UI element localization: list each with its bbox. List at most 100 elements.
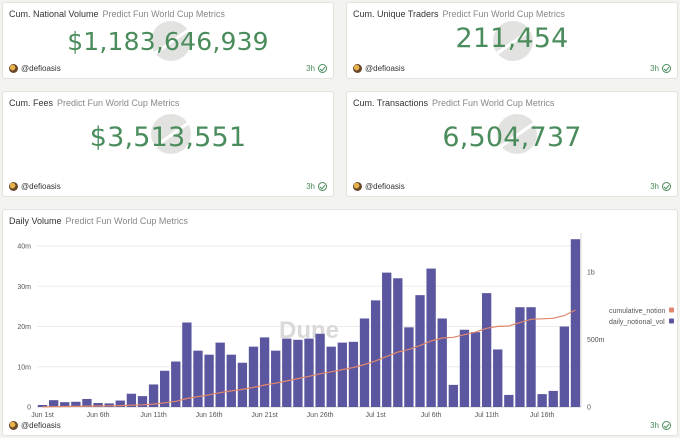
bar-daily-notional-vol xyxy=(137,396,148,407)
check-icon xyxy=(318,64,327,73)
avatar[interactable] xyxy=(353,182,362,191)
bar-daily-notional-vol xyxy=(182,322,192,407)
card-subtitle: Predict Fun World Cup Metrics xyxy=(432,98,555,108)
bar-daily-notional-vol xyxy=(393,278,403,407)
bar-daily-notional-vol xyxy=(37,404,48,407)
refresh-age: 3h xyxy=(306,64,315,73)
avatar[interactable] xyxy=(9,64,18,73)
legend-label: daily_notional_vol xyxy=(609,319,665,326)
line-cumulative-notion xyxy=(42,309,576,408)
bar-daily-notional-vol xyxy=(215,342,225,407)
bar-daily-notional-vol xyxy=(48,400,59,407)
bar-daily-notional-vol xyxy=(337,342,347,407)
card-title: Cum. Fees Predict Fun World Cup Metrics xyxy=(9,98,179,108)
bar-daily-notional-vol xyxy=(404,327,414,407)
x-tick-label: Jun 16th xyxy=(196,412,223,419)
card-title: Cum. National Volume Predict Fun World Cu… xyxy=(9,9,225,19)
bar-daily-notional-vol xyxy=(237,362,248,407)
y-tick-label-left: 20m xyxy=(17,324,31,331)
refresh-age: 3h xyxy=(650,421,659,430)
bar-daily-notional-vol xyxy=(415,295,425,407)
bar-daily-notional-vol xyxy=(204,354,214,407)
legend-swatch xyxy=(669,318,674,324)
bar-daily-notional-vol xyxy=(437,318,447,407)
y-tick-label-left: 40m xyxy=(17,244,31,251)
metric-value: $1,183,646,939 xyxy=(67,27,269,56)
bar-daily-notional-vol xyxy=(115,400,125,407)
card-transactions: Cum. Transactions Predict Fun World Cup M… xyxy=(346,91,678,197)
dune-watermark-icon xyxy=(151,21,191,61)
y-tick-label-right: 1b xyxy=(587,269,595,276)
card-title-main: Cum. National Volume xyxy=(9,9,99,19)
card-title-main: Cum. Transactions xyxy=(353,98,429,108)
author-handle[interactable]: @defioasis xyxy=(21,182,61,191)
bar-daily-notional-vol xyxy=(259,337,270,407)
dune-watermark-icon xyxy=(151,114,191,154)
check-icon xyxy=(662,182,671,191)
x-tick-label: Jul 16th xyxy=(530,412,555,419)
x-tick-label: Jun 6th xyxy=(87,412,110,419)
x-tick-label: Jun 1st xyxy=(31,412,54,419)
avatar[interactable] xyxy=(9,421,18,430)
bar-daily-notional-vol xyxy=(326,346,336,407)
card-fees: Cum. Fees Predict Fun World Cup Metrics $… xyxy=(2,91,334,197)
refresh-age: 3h xyxy=(650,64,659,73)
bar-daily-notional-vol xyxy=(126,393,137,407)
author-handle[interactable]: @defioasis xyxy=(365,182,405,191)
bar-daily-notional-vol xyxy=(271,350,281,407)
x-tick-label: Jul 6th xyxy=(421,412,442,419)
bar-daily-notional-vol xyxy=(448,384,458,407)
bar-daily-notional-vol xyxy=(359,318,370,407)
refresh-age: 3h xyxy=(306,182,315,191)
y-tick-label-left: 30m xyxy=(17,284,31,291)
bar-daily-notional-vol xyxy=(160,370,170,407)
author-handle[interactable]: @defioasis xyxy=(21,64,61,73)
card-subtitle: Predict Fun World Cup Metrics xyxy=(102,9,225,19)
bar-daily-notional-vol xyxy=(348,341,359,407)
card-national-volume: Cum. National Volume Predict Fun World Cu… xyxy=(2,2,334,79)
check-icon xyxy=(662,64,671,73)
bar-daily-notional-vol xyxy=(570,239,581,407)
bar-daily-notional-vol xyxy=(459,329,470,407)
avatar[interactable] xyxy=(353,64,362,73)
card-footer: @defioasis 3h xyxy=(353,63,671,75)
metric-value: 6,504,737 xyxy=(442,122,582,153)
bar-daily-notional-vol xyxy=(370,300,381,407)
bar-daily-notional-vol xyxy=(104,403,114,407)
author-handle[interactable]: @defioasis xyxy=(21,421,61,430)
bar-daily-notional-vol xyxy=(193,350,203,407)
card-footer: @defioasis 3h xyxy=(9,181,327,193)
card-title: Cum. Transactions Predict Fun World Cup M… xyxy=(353,98,554,108)
refresh-age: 3h xyxy=(650,182,659,191)
check-icon xyxy=(318,182,327,191)
y-tick-label-right: 0 xyxy=(587,405,591,412)
bar-daily-notional-vol xyxy=(304,338,314,407)
y-tick-label-right: 500m xyxy=(587,337,605,344)
bar-daily-notional-vol xyxy=(504,394,514,407)
card-footer: @defioasis 3h xyxy=(9,420,671,432)
bar-daily-notional-vol xyxy=(293,339,303,407)
bar-daily-notional-vol xyxy=(226,354,236,407)
bar-daily-notional-vol xyxy=(537,394,547,407)
card-footer: @defioasis 3h xyxy=(353,181,671,193)
bar-daily-notional-vol xyxy=(515,307,525,407)
bar-daily-notional-vol xyxy=(481,293,492,407)
y-tick-label-left: 10m xyxy=(17,364,31,371)
check-icon xyxy=(662,421,671,430)
card-title-main: Cum. Unique Traders xyxy=(353,9,439,19)
author-handle[interactable]: @defioasis xyxy=(365,64,405,73)
bar-daily-notional-vol xyxy=(548,390,558,407)
avatar[interactable] xyxy=(9,182,18,191)
dune-watermark-icon xyxy=(493,21,533,61)
x-tick-label: Jun 21st xyxy=(251,412,278,419)
card-subtitle: Predict Fun World Cup Metrics xyxy=(442,9,565,19)
metric-value: 211,454 xyxy=(455,23,569,54)
y-tick-label-left: 0 xyxy=(27,405,31,412)
card-footer: @defioasis 3h xyxy=(9,63,327,75)
bar-daily-notional-vol xyxy=(82,398,92,407)
bar-daily-notional-vol xyxy=(470,332,481,407)
x-tick-label: Jun 11th xyxy=(140,412,166,419)
legend-swatch xyxy=(669,307,674,313)
bar-daily-notional-vol xyxy=(493,349,503,407)
card-subtitle: Predict Fun World Cup Metrics xyxy=(65,216,188,226)
